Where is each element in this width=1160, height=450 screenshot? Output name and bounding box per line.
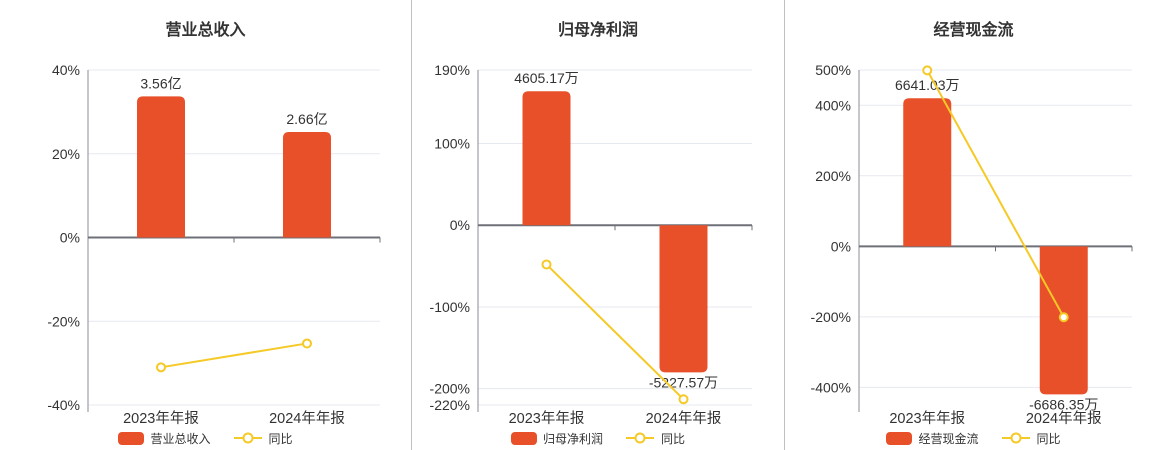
bar-swatch-icon (886, 431, 913, 445)
panel-cash-flow: 经营现金流 500% 400% 200% 0% -200% -400% 6641.03万 20… (785, 0, 1160, 450)
legend: 营业总收入 同比 (0, 426, 411, 450)
legend-bar-label: 营业总收入 (150, 431, 211, 446)
yoy-marker[interactable] (678, 394, 689, 405)
net-profit-chart-svg: 190% 100% 0% -100% -200%-220% 4605.17万 2023年年报… (430, 62, 753, 426)
bar-value-label: -5227.57万 (649, 374, 718, 390)
legend: 经营现金流 同比 (785, 426, 1160, 450)
x-axis-label: 2023年年报 (889, 410, 965, 426)
yoy-line (545, 263, 685, 400)
legend-item-bar[interactable]: 营业总收入 (118, 430, 211, 447)
yoy-marker[interactable] (922, 65, 933, 76)
bar-value-label: -6686.35万 (1029, 396, 1098, 412)
legend-item-bar[interactable]: 经营现金流 (886, 430, 979, 447)
revenue-chart-svg: 40% 20% 0% -20% -40% 3.56亿 2023年年报 2.66亿 2024年年报 (47, 62, 381, 426)
yoy-line (926, 69, 1065, 318)
yoy-marker[interactable] (302, 338, 312, 349)
bar-swatch-icon (118, 431, 145, 445)
y-tick-label: -200% (430, 381, 470, 397)
line-marker-icon (626, 432, 654, 444)
y-tick-label: 100% (434, 136, 470, 152)
y-tick-label: 400% (815, 97, 851, 113)
y-tick-label: -200% (811, 309, 851, 325)
y-tick-label: -20% (47, 313, 80, 329)
legend-item-line[interactable]: 同比 (1001, 430, 1061, 447)
panel-net-profit: 归母净利润 190% 100% 0% -100% -200% -220% 4605.17万 2… (412, 0, 785, 450)
line-marker-icon (233, 432, 262, 444)
bar-2023年年报[interactable] (137, 96, 185, 238)
legend-item-line[interactable]: 同比 (625, 430, 685, 447)
y-tick-label: 200% (815, 168, 851, 184)
chart-title: 经营现金流 (933, 22, 1014, 39)
line-marker-icon (1001, 432, 1030, 444)
y-tick-label: 0% (60, 230, 80, 246)
y-tick-label: 20% (52, 146, 80, 162)
panel-revenue: 营业总收入 40% 20% 0% -20% -40% 3.56亿 2023年年报 2.66亿 2… (0, 0, 412, 450)
y-tick-label: 40% (52, 62, 80, 78)
bar-2024年年报[interactable] (283, 131, 331, 238)
y-tick-label: -100% (430, 299, 470, 315)
y-tick-label: -400% (811, 379, 851, 395)
legend-line-label: 同比 (268, 431, 293, 446)
x-axis-label: 2024年年报 (269, 410, 345, 426)
bar-2024年年报[interactable] (659, 225, 708, 373)
chart-title: 归母净利润 (557, 22, 638, 39)
legend-bar-label: 经营现金流 (918, 431, 979, 446)
y-tick-label: 0% (450, 217, 470, 233)
legend-item-line[interactable]: 同比 (233, 430, 293, 447)
x-axis-label: 2023年年报 (509, 410, 585, 426)
legend: 归母净利润 同比 (412, 426, 784, 450)
x-axis-label: 2024年年报 (1026, 410, 1102, 426)
legend-bar-label: 归母净利润 (542, 431, 603, 446)
bar-2023年年报[interactable] (522, 91, 571, 226)
y-tick-label: -220% (430, 397, 470, 413)
bar-swatch-icon (510, 431, 537, 445)
y-tick-label: 190% (434, 62, 470, 78)
yoy-marker[interactable] (1058, 312, 1069, 323)
yoy-marker[interactable] (156, 362, 166, 373)
bar-value-label: 2.66亿 (286, 111, 327, 127)
legend-line-label: 同比 (661, 431, 686, 446)
y-tick-label: 500% (815, 62, 851, 78)
x-axis-label: 2023年年报 (123, 410, 199, 426)
legend-line-label: 同比 (1036, 431, 1061, 446)
cash-flow-chart-svg: 500% 400% 200% 0% -200% -400% 6641.03万 2023年年报 -… (811, 62, 1133, 426)
yoy-line (160, 342, 308, 369)
legend-item-bar[interactable]: 归母净利润 (510, 430, 603, 447)
y-tick-label: -40% (47, 397, 80, 413)
bar-value-label: 6641.03万 (895, 77, 960, 93)
bar-2023年年报[interactable] (903, 98, 952, 247)
y-tick-label: 0% (831, 238, 851, 254)
bar-value-label: 4605.17万 (514, 70, 579, 86)
chart-title: 营业总收入 (165, 22, 246, 39)
yoy-marker[interactable] (541, 259, 552, 270)
x-axis-label: 2024年年报 (646, 410, 722, 426)
bar-value-label: 3.56亿 (140, 75, 181, 91)
